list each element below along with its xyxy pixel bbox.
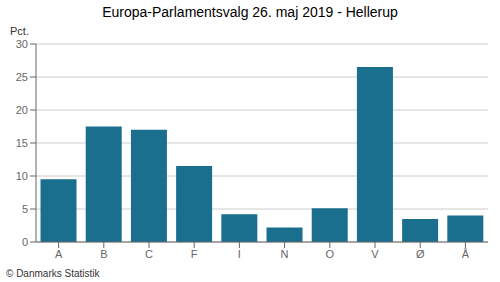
svg-text:N: N [281, 248, 289, 260]
svg-text:F: F [191, 248, 198, 260]
svg-text:C: C [145, 248, 153, 260]
svg-text:5: 5 [22, 203, 28, 215]
svg-text:10: 10 [16, 170, 28, 182]
svg-text:V: V [371, 248, 379, 260]
html-text:Europa-Parlamentsvalg 26. maj: Europa-Parlamentsvalg 26. maj 2019 - Hel… [102, 4, 398, 20]
html-text:© Danmarks Statistik: © Danmarks Statistik [6, 268, 100, 279]
svg-text:0: 0 [22, 236, 28, 248]
html-text:Pct.: Pct. [10, 25, 29, 37]
svg-text:I: I [238, 248, 241, 260]
svg-text:20: 20 [16, 104, 28, 116]
svg-text:25: 25 [16, 71, 28, 83]
svg-text:Ø: Ø [416, 248, 425, 260]
svg-text:B: B [100, 248, 107, 260]
svg-text:A: A [55, 248, 63, 260]
svg-text:O: O [326, 248, 335, 260]
svg-text:15: 15 [16, 137, 28, 149]
svg-text:30: 30 [16, 38, 28, 50]
svg-text:Å: Å [462, 248, 470, 260]
